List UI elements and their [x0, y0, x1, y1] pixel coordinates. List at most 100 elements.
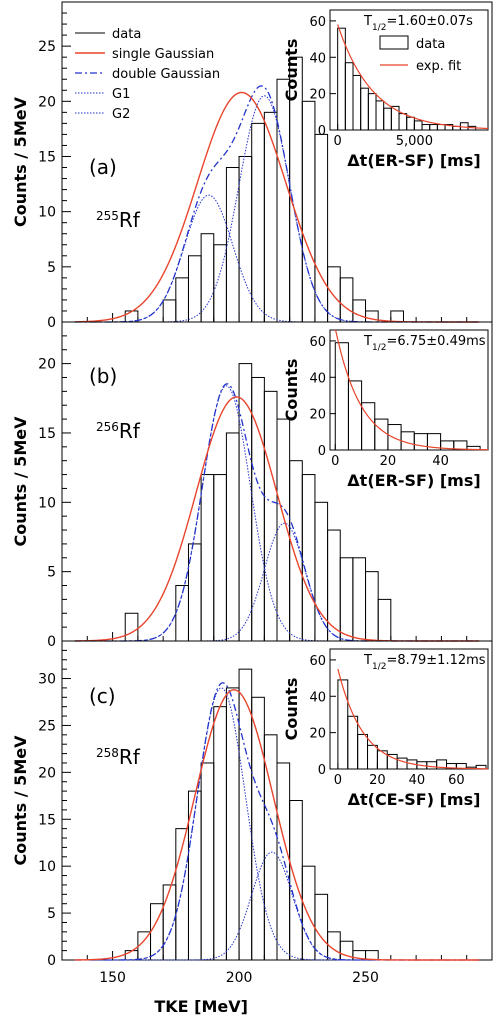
isotope-label: 255Rf — [96, 208, 141, 232]
isotope-mass: 258 — [96, 746, 119, 760]
inset-histogram-bin — [426, 761, 438, 770]
isotope-mass: 256 — [96, 420, 119, 434]
inset-histogram-bin — [375, 100, 385, 131]
histogram-bin — [251, 122, 265, 323]
histogram-bin — [213, 706, 227, 961]
y-tick-label: 5 — [47, 260, 56, 276]
half-life-subscript: 1/2 — [372, 662, 386, 672]
panel-label: (a) — [89, 155, 117, 179]
inset-legend-data-label: data — [416, 37, 445, 52]
inset-x-tick-label: 20 — [369, 773, 386, 788]
legend-label-g1: G1 — [112, 87, 130, 102]
inset-histogram-bin — [413, 120, 423, 131]
panel-c: 0 5 10 15 20 25 30 Counts / 5MeV (c) 258Rf 0 20 40 60… — [11, 640, 493, 969]
data-histogram — [124, 668, 379, 961]
legend-label-single_gaussian: single Gaussian — [112, 47, 214, 62]
x-tick-label: 150 — [99, 970, 126, 986]
histogram-bin — [276, 762, 291, 961]
histogram-bin — [263, 390, 278, 642]
inset-x-tick-label: 5,000 — [396, 134, 433, 149]
y-tick-label: 0 — [47, 634, 56, 650]
isotope-symbol: Rf — [119, 419, 141, 443]
histogram-bin — [175, 585, 189, 642]
legend-label-g2: G2 — [112, 107, 130, 122]
histogram-bin — [225, 432, 240, 642]
histogram-bin — [301, 100, 316, 323]
inset-histogram-bin — [357, 733, 369, 770]
histogram-bin — [238, 155, 253, 323]
y-axis-label: Counts / 5MeV — [11, 735, 30, 866]
data-histogram — [124, 56, 404, 323]
histogram-bin — [175, 277, 189, 323]
inset-histogram-bin — [347, 715, 359, 770]
inset-y-tick-label: 40 — [309, 371, 326, 386]
half-life-annotation: T1/2=1.60±0.07s — [363, 14, 473, 33]
g2-curve — [74, 851, 480, 961]
y-tick-label: 10 — [38, 495, 56, 511]
inset-decay-plot: 0 20 40 60 0 20 40 Counts Δt(ER-SF) [ms] T1/2=6.7… — [282, 329, 489, 490]
histogram-bin — [339, 277, 354, 323]
y-tick-label: 30 — [38, 672, 56, 688]
single-gaussian-curve — [74, 689, 480, 961]
histogram-bin — [339, 557, 354, 642]
inset-decay-plot: 0 20 40 60 0 20 40 60 Counts Δt(CE-SF) [ms] T1/2=8… — [282, 648, 489, 809]
legend-label-double_gaussian: double Gaussian — [112, 67, 220, 82]
isotope-mass: 255 — [96, 209, 119, 223]
double-gaussian-curve — [74, 682, 480, 961]
inset-y-tick-label: 60 — [309, 15, 326, 30]
inset-histogram-bin — [455, 763, 467, 770]
histogram-bin — [200, 474, 215, 642]
panel-b: 0 5 10 15 20 Counts / 5MeV (b) 256Rf 0 20 40 60 0 20 4… — [11, 321, 493, 650]
half-life-subscript: 1/2 — [372, 343, 386, 353]
histogram-bin — [314, 133, 329, 323]
inset-histogram-bin — [429, 124, 438, 131]
legend-label-data: data — [112, 27, 141, 42]
x-tick-label: 200 — [226, 970, 253, 986]
inset-exp-fit-curve — [337, 668, 489, 770]
inset-y-tick-label: 0 — [318, 124, 326, 139]
inset-exp-fit-curve — [334, 329, 489, 451]
inset-histogram-bin — [413, 433, 428, 451]
half-life-symbol: T — [363, 653, 372, 668]
half-life-annotation: T1/2=6.75±0.49ms — [363, 334, 486, 353]
inset-y-tick-label: 60 — [309, 654, 326, 669]
inset-histogram-bin — [337, 679, 349, 770]
histogram-bin — [377, 598, 392, 642]
y-axis-label: Counts / 5MeV — [11, 416, 30, 547]
inset-histogram-bin — [352, 74, 362, 131]
histogram-bin — [213, 474, 227, 642]
inset-histogram-bin — [453, 440, 468, 451]
inset-x-axis-label: Δt(CE-SF) [ms] — [348, 790, 481, 809]
inset-y-tick-label: 40 — [309, 690, 326, 705]
histogram-bin — [124, 612, 139, 642]
main-legend: data single Gaussian double Gaussian G1 G2 — [75, 27, 220, 122]
x-tick-label: 250 — [352, 970, 379, 986]
inset-x-tick-label: 0 — [331, 454, 339, 469]
inset-y-tick-label: 20 — [309, 88, 326, 103]
inset-decay-plot: 0 20 40 60 0 5,000 Counts Δt(ER-SF) [ms] T1/2=1.… — [282, 9, 489, 170]
y-tick-label: 20 — [38, 357, 56, 373]
inset-histogram-bin — [367, 93, 377, 131]
inset-histogram-bin — [347, 380, 363, 451]
y-tick-label: 20 — [38, 765, 56, 781]
inset-exp-fit-curve — [337, 24, 489, 130]
panel-label: (b) — [89, 364, 117, 388]
y-tick-label: 20 — [38, 94, 56, 110]
inset-y-tick-label: 60 — [309, 335, 326, 350]
inset-x-tick-label: 0 — [334, 773, 342, 788]
half-life-value: =8.79±1.12ms — [386, 653, 485, 668]
g1-curve — [74, 385, 480, 642]
inset-y-axis-label: Counts — [282, 678, 301, 741]
y-tick-label: 15 — [38, 812, 56, 828]
histogram-bin — [352, 299, 367, 323]
inset-histogram-bin — [386, 753, 398, 770]
inset-histogram-bin — [334, 342, 349, 451]
y-tick-label: 10 — [38, 205, 56, 221]
histogram-bin — [124, 950, 139, 961]
histogram-bin — [225, 687, 240, 961]
half-life-subscript: 1/2 — [372, 23, 386, 33]
histogram-bin — [238, 363, 253, 642]
inset-legend-data-swatch — [379, 35, 409, 50]
y-tick-label: 15 — [38, 426, 56, 442]
